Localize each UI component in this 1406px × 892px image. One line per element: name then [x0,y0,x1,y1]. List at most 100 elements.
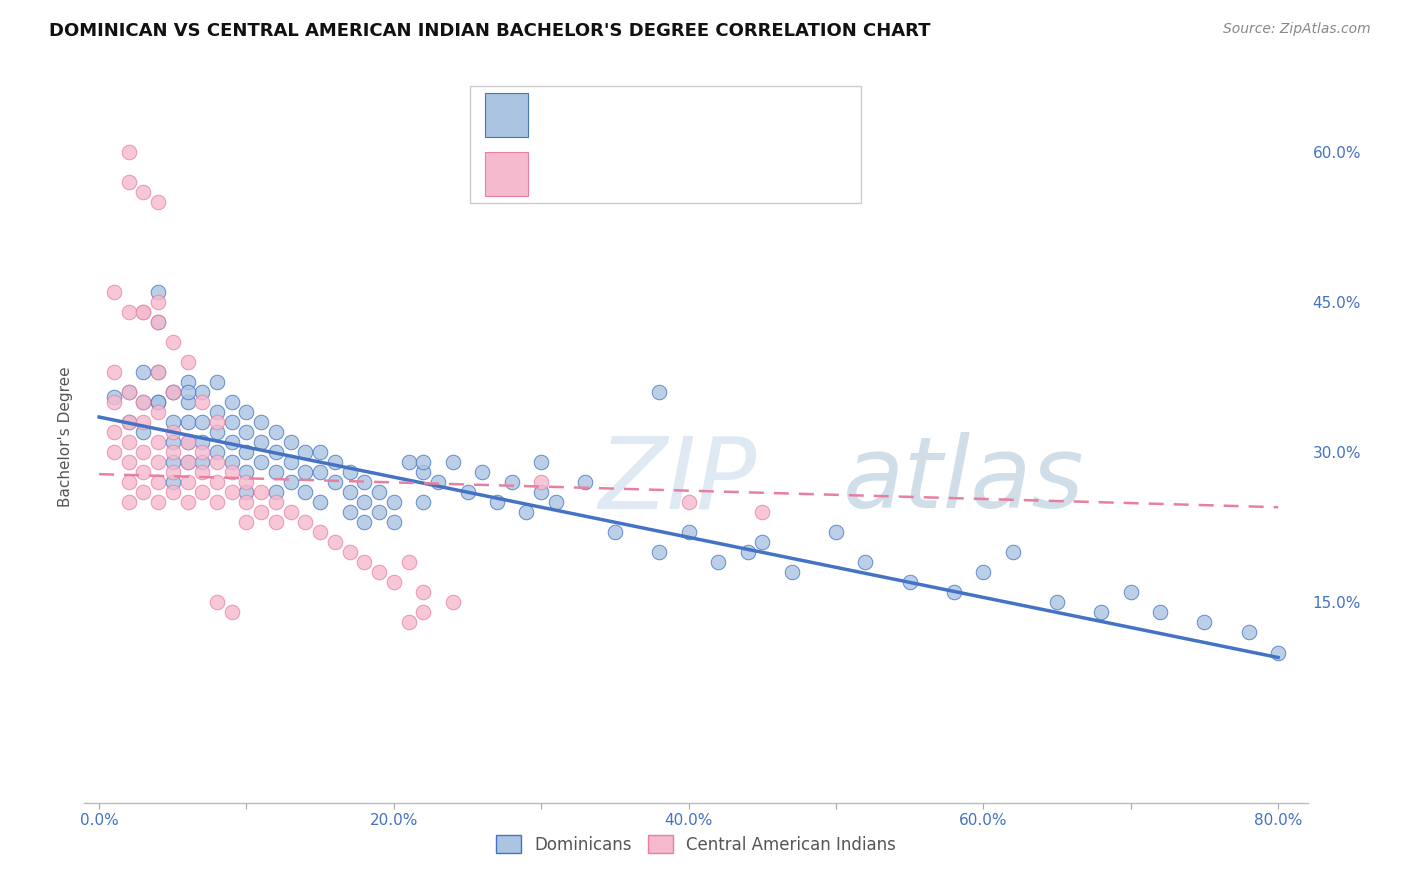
Point [162,445,184,459]
Point [205,595,228,609]
Point [235,475,257,490]
Point [942,585,965,599]
Point [146,475,169,490]
Point [117,495,139,509]
Point [898,575,921,590]
Point [191,415,214,429]
Point [176,375,198,389]
Point [515,505,537,519]
Point [146,395,169,409]
Y-axis label: Bachelor's Degree: Bachelor's Degree [58,367,73,508]
Point [368,566,391,580]
Point [103,395,125,409]
Point [162,435,184,450]
Point [280,455,302,469]
Point [221,485,243,500]
Point [368,485,391,500]
Point [205,455,228,469]
Point [441,455,464,469]
Point [530,455,553,469]
Text: atlas: atlas [842,433,1084,530]
Point [146,435,169,450]
Point [501,475,523,490]
Point [235,445,257,459]
Point [205,415,228,429]
Point [176,384,198,399]
Point [751,505,773,519]
Point [250,505,273,519]
Point [339,505,361,519]
Point [1046,595,1069,609]
Point [162,384,184,399]
Point [103,390,125,404]
Point [205,495,228,509]
Point [382,495,405,509]
Point [751,535,773,549]
Point [117,384,139,399]
Point [221,415,243,429]
Point [132,305,155,319]
Point [574,475,596,490]
Legend: Dominicans, Central American Indians: Dominicans, Central American Indians [489,829,903,860]
Point [132,425,155,439]
Point [205,475,228,490]
Point [176,455,198,469]
Point [323,475,346,490]
Text: ZIP: ZIP [598,433,756,530]
Point [117,305,139,319]
Point [162,384,184,399]
Point [132,445,155,459]
Point [235,425,257,439]
Point [176,415,198,429]
Point [412,455,434,469]
Point [221,606,243,620]
Point [132,415,155,429]
Point [176,455,198,469]
Point [205,405,228,419]
Point [176,395,198,409]
Point [146,365,169,379]
Point [117,415,139,429]
Point [323,535,346,549]
Point [1001,545,1024,559]
Point [162,485,184,500]
Point [678,495,700,509]
Point [441,595,464,609]
Point [250,415,273,429]
Point [780,566,803,580]
Point [294,465,316,479]
Point [117,175,139,189]
Point [412,585,434,599]
Point [235,495,257,509]
Point [146,315,169,329]
Point [737,545,759,559]
Point [309,525,332,540]
Point [471,465,494,479]
Point [205,375,228,389]
Point [1237,625,1260,640]
Point [235,485,257,500]
Point [117,145,139,159]
Point [353,515,375,529]
Point [132,395,155,409]
Point [176,355,198,369]
Point [103,365,125,379]
Point [648,384,671,399]
Point [264,485,287,500]
Point [250,435,273,450]
Point [132,485,155,500]
Point [353,555,375,569]
Point [146,395,169,409]
Point [132,395,155,409]
Point [264,515,287,529]
Point [382,575,405,590]
Point [191,435,214,450]
Point [103,445,125,459]
Point [162,465,184,479]
Point [457,485,479,500]
Point [1194,615,1216,630]
Point [544,495,567,509]
Point [707,555,730,569]
Point [162,425,184,439]
Point [235,405,257,419]
